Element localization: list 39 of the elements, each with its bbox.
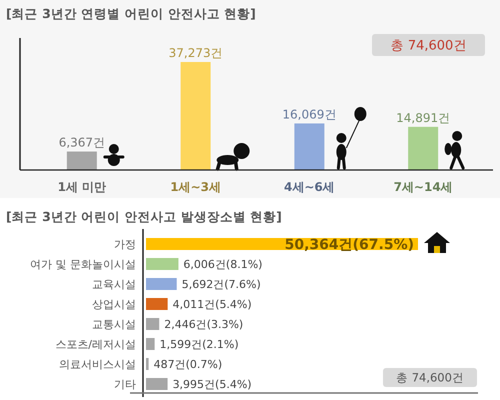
x-tick-label: 4세~6세 <box>284 180 335 194</box>
bar <box>146 318 160 330</box>
y-tick-label: 스포츠/레저시설 <box>55 338 136 351</box>
bar <box>66 152 97 170</box>
y-tick-label: 가정 <box>114 238 136 251</box>
bar <box>146 258 178 270</box>
y-tick-label: 의료서비스시설 <box>59 358 136 371</box>
bar <box>294 123 324 170</box>
y-tick-label: 교육시설 <box>92 278 136 291</box>
data-label: 1,599건(2.1%) <box>160 338 239 351</box>
bar <box>146 278 177 290</box>
y-tick-label: 상업시설 <box>92 298 136 311</box>
data-label: 37,273건 <box>168 46 223 60</box>
chart-title: [최근 3년간 어린이 안전사고 발생장소별 현황] <box>6 209 282 224</box>
x-tick-label: 7세~14세 <box>394 180 453 194</box>
y-tick-label: 여가 및 문화놀이시설 <box>30 258 136 271</box>
y-tick-label: 교통시설 <box>92 318 136 331</box>
data-label: 4,011건(5.4%) <box>172 298 252 311</box>
x-tick-label: 1세~3세 <box>170 180 222 194</box>
y-tick-label: 기타 <box>114 378 136 391</box>
data-label: 5,692건(7.6%) <box>182 278 261 291</box>
data-label: 3,995건(5.4%) <box>172 378 252 391</box>
bar <box>180 62 211 170</box>
data-label: 16,069건 <box>282 107 336 122</box>
text: 총 74,600건 <box>390 38 466 54</box>
data-label: 6,367건 <box>58 136 106 150</box>
bar <box>146 358 149 370</box>
annotation: 총 74,600건 <box>396 370 464 385</box>
data-label: 50,364건(67.5%) <box>284 237 414 253</box>
bar <box>146 338 155 350</box>
bar <box>146 378 168 390</box>
x-tick-label: 1세 미만 <box>58 180 106 194</box>
data-label: 6,006건(8.1%) <box>183 258 262 271</box>
data-label: 487건(0.7%) <box>154 358 222 371</box>
data-label: 14,891건 <box>396 110 450 125</box>
bar <box>408 126 438 170</box>
data-label: 2,446건(3.3%) <box>164 318 244 331</box>
chart-title: [최근 3년간 연령별 어린이 안전사고 현황] <box>6 6 256 21</box>
bar <box>146 298 168 310</box>
